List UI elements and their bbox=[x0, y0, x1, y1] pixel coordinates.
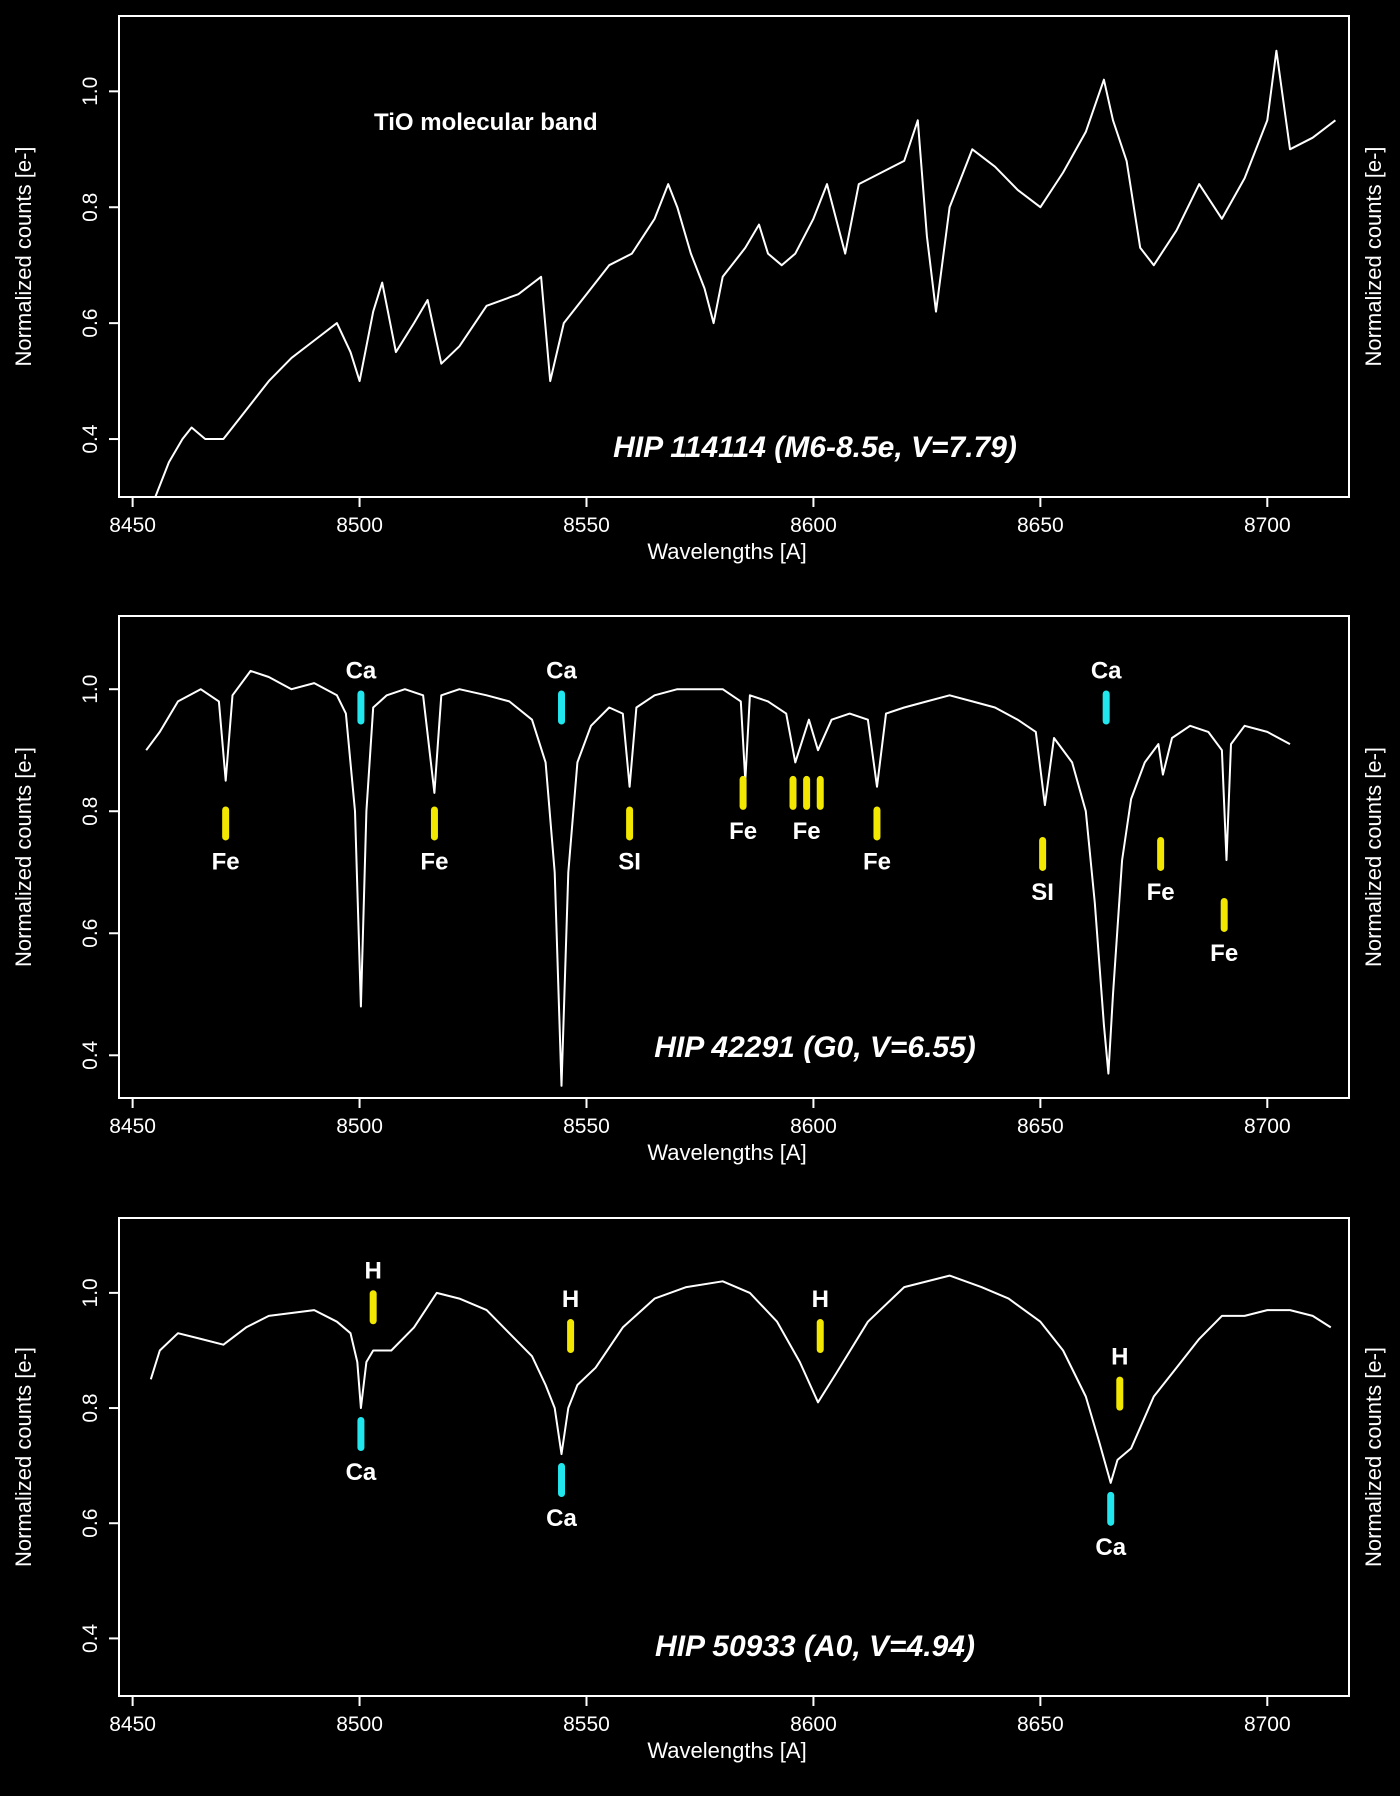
x-tick-label: 8500 bbox=[336, 1713, 383, 1736]
plot-frame bbox=[118, 615, 1350, 1099]
x-tick-label: 8700 bbox=[1244, 1713, 1291, 1736]
y-tick-label: 0.8 bbox=[79, 1393, 102, 1422]
y-axis-title-right: Normalized counts [e-] bbox=[1361, 1347, 1386, 1567]
spectrum-line bbox=[149, 1274, 1332, 1484]
spectrum-panel-1: 8450 8500 8550 8600 8650 8700 0.4 0.6 0.8 1.0 Wave… bbox=[11, 15, 1386, 564]
line-marker bbox=[222, 806, 230, 841]
line-marker bbox=[1157, 836, 1165, 871]
spectrum-line bbox=[145, 669, 1291, 1087]
line-marker bbox=[789, 775, 797, 810]
line-marker bbox=[357, 1416, 365, 1451]
line-marker-label: Fe bbox=[793, 818, 821, 845]
line-marker-label: SI bbox=[618, 848, 641, 875]
y-tick-label: 0.8 bbox=[79, 797, 102, 826]
line-marker-label: H bbox=[812, 1286, 829, 1313]
line-marker-label: Ca bbox=[1095, 1534, 1126, 1561]
line-marker-label: SI bbox=[1031, 879, 1054, 906]
y-tick-label: 0.4 bbox=[79, 424, 102, 454]
line-marker bbox=[1116, 1376, 1124, 1411]
x-tick-label: 8700 bbox=[1244, 1115, 1291, 1138]
line-marker-label: Fe bbox=[1147, 879, 1175, 906]
x-tick-label: 8550 bbox=[563, 1115, 610, 1138]
x-tick-label: 8650 bbox=[1017, 514, 1064, 537]
x-axis-title: Wavelengths [A] bbox=[647, 539, 806, 564]
x-tick-label: 8500 bbox=[336, 1115, 383, 1138]
plot-frame bbox=[118, 1217, 1350, 1697]
line-marker bbox=[369, 1290, 377, 1325]
line-marker bbox=[1102, 690, 1110, 725]
x-axis-title: Wavelengths [A] bbox=[647, 1140, 806, 1165]
y-axis-title-left: Normalized counts [e-] bbox=[11, 1347, 36, 1567]
x-tick-label: 8600 bbox=[790, 1115, 837, 1138]
star-label: HIP 114114 (M6-8.5e, V=7.79) bbox=[613, 431, 1017, 464]
y-tick-label: 0.8 bbox=[79, 193, 102, 222]
y-axis-title-right: Normalized counts [e-] bbox=[1361, 146, 1386, 366]
line-marker bbox=[558, 1463, 566, 1498]
line-marker-label: H bbox=[562, 1286, 579, 1313]
line-marker-label: Fe bbox=[729, 818, 757, 845]
line-marker bbox=[816, 775, 824, 810]
y-tick-label: 0.6 bbox=[79, 1509, 102, 1538]
y-tick-label: 1.0 bbox=[79, 675, 102, 704]
x-tick-label: 8550 bbox=[563, 514, 610, 537]
x-tick-label: 8450 bbox=[109, 514, 156, 537]
line-marker bbox=[739, 775, 747, 810]
line-marker-label: Ca bbox=[546, 1505, 577, 1532]
y-tick-label: 0.6 bbox=[79, 309, 102, 338]
line-marker-label: Ca bbox=[346, 658, 377, 685]
y-axis-title-left: Normalized counts [e-] bbox=[11, 146, 36, 366]
x-tick-label: 8600 bbox=[790, 1713, 837, 1736]
line-marker-label: Fe bbox=[420, 848, 448, 875]
line-marker bbox=[873, 806, 881, 841]
line-marker bbox=[1039, 836, 1047, 871]
line-marker-label: Ca bbox=[1091, 658, 1122, 685]
y-axis-title-right: Normalized counts [e-] bbox=[1361, 747, 1386, 967]
y-tick-label: 0.4 bbox=[79, 1040, 102, 1070]
line-marker-label: Fe bbox=[212, 848, 240, 875]
star-label: HIP 50933 (A0, V=4.94) bbox=[655, 1630, 975, 1663]
line-marker bbox=[816, 1319, 824, 1354]
line-marker bbox=[626, 806, 634, 841]
line-marker-label: H bbox=[1111, 1344, 1128, 1371]
line-marker-label: Ca bbox=[346, 1459, 377, 1486]
y-tick-label: 1.0 bbox=[79, 77, 102, 106]
star-label: HIP 42291 (G0, V=6.55) bbox=[654, 1031, 976, 1064]
y-tick-label: 0.4 bbox=[79, 1623, 102, 1653]
x-tick-label: 8450 bbox=[109, 1713, 156, 1736]
line-marker bbox=[357, 690, 365, 725]
x-tick-label: 8650 bbox=[1017, 1115, 1064, 1138]
x-tick-label: 8600 bbox=[790, 514, 837, 537]
line-marker bbox=[803, 775, 811, 810]
spectrum-panel-3: 8450 8500 8550 8600 8650 8700 0.4 0.6 0.8 1.0 Wave… bbox=[11, 1217, 1386, 1763]
x-tick-label: 8650 bbox=[1017, 1713, 1064, 1736]
line-marker-label: Ca bbox=[546, 658, 577, 685]
line-marker bbox=[558, 690, 566, 725]
x-axis-title: Wavelengths [A] bbox=[647, 1738, 806, 1763]
line-marker-label: Fe bbox=[863, 848, 891, 875]
y-tick-label: 1.0 bbox=[79, 1278, 102, 1307]
spectrum-line bbox=[154, 49, 1337, 497]
x-tick-label: 8450 bbox=[109, 1115, 156, 1138]
line-marker-label: Fe bbox=[1210, 940, 1238, 967]
x-tick-label: 8500 bbox=[336, 514, 383, 537]
plot-frame bbox=[118, 15, 1350, 498]
line-marker bbox=[567, 1319, 575, 1354]
line-marker-label: H bbox=[364, 1257, 381, 1284]
y-tick-label: 0.6 bbox=[79, 919, 102, 948]
line-marker bbox=[1107, 1491, 1115, 1526]
line-marker bbox=[1220, 897, 1228, 932]
band-annotation: TiO molecular band bbox=[374, 109, 598, 136]
spectrum-panel-2: 8450 8500 8550 8600 8650 8700 0.4 0.6 0.8 1.0 Wave… bbox=[11, 615, 1386, 1165]
y-axis-title-left: Normalized counts [e-] bbox=[11, 747, 36, 967]
x-tick-label: 8700 bbox=[1244, 514, 1291, 537]
line-marker bbox=[430, 806, 438, 841]
x-tick-label: 8550 bbox=[563, 1713, 610, 1736]
